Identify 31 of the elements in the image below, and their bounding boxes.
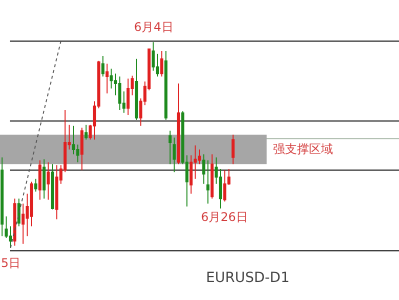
candlestick [84,124,88,140]
candlestick [17,198,20,227]
candlestick [176,83,180,165]
band-label: 强支撑区域 [273,142,333,156]
candlestick [80,127,84,171]
candlestick [168,130,172,165]
candlestick [101,55,104,78]
candlestick [206,160,210,204]
candlestick [223,170,226,202]
candlestick [164,50,168,120]
x-axis-title: EURUSD-D1 [206,270,290,286]
candlestick [38,160,42,200]
candlestick [50,164,54,210]
candlestick [13,198,16,246]
candlestick [126,78,130,116]
candlestick [232,134,235,165]
candlestick [118,76,122,111]
candlestick [55,164,58,220]
candlestick [202,154,206,184]
annotation: 6月4日 [134,20,174,34]
candlestick [46,162,50,200]
annotation: 6月26日 [201,210,248,224]
candlestick [42,158,46,200]
candlestick [134,58,138,120]
candlestick [172,137,176,173]
candlestick [106,63,109,94]
candlestick [34,178,38,192]
candlestick [0,156,4,237]
annotation: 5日 [1,256,21,270]
candlestick [160,50,164,78]
candlestick [210,154,214,200]
